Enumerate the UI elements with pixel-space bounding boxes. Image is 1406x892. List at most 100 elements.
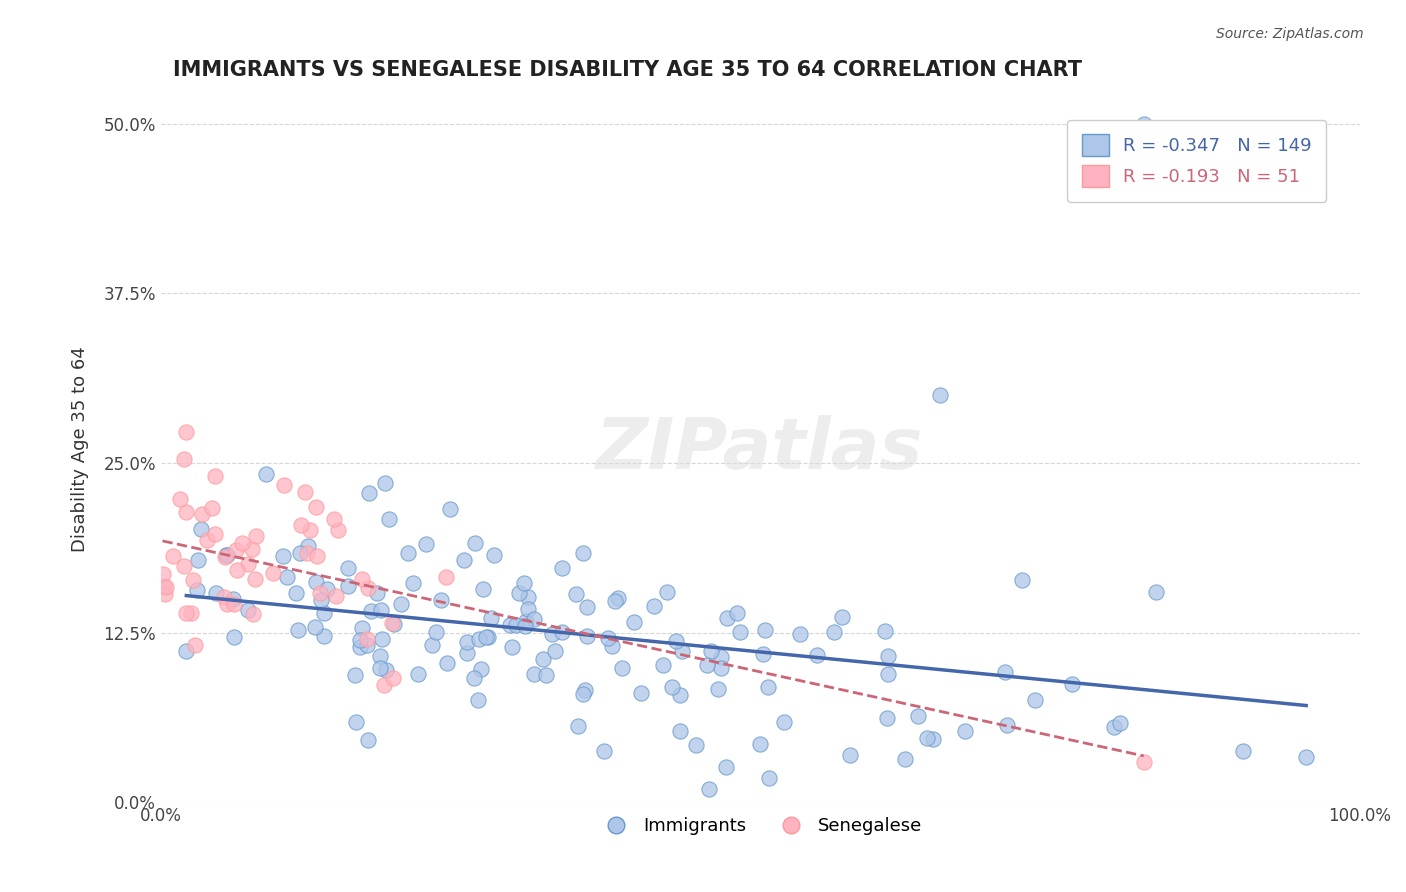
Immigrants — [758, 771, 780, 785]
Immigrants — [508, 586, 530, 600]
Immigrants — [655, 585, 678, 599]
Immigrants — [370, 603, 392, 617]
Immigrants — [994, 665, 1017, 679]
Immigrants — [710, 650, 733, 665]
Immigrants — [995, 718, 1018, 732]
Immigrants — [730, 624, 752, 639]
Immigrants — [876, 711, 898, 725]
Immigrants — [877, 667, 900, 681]
Immigrants — [378, 512, 401, 526]
Immigrants — [823, 624, 845, 639]
Immigrants — [425, 625, 447, 640]
Immigrants — [1144, 585, 1167, 599]
Immigrants — [516, 590, 538, 604]
Immigrants — [176, 644, 198, 658]
Immigrants — [751, 647, 773, 661]
Immigrants — [456, 647, 478, 661]
Immigrants — [572, 687, 595, 701]
Immigrants — [288, 546, 311, 560]
Immigrants — [661, 680, 683, 694]
Senegalese — [262, 566, 284, 580]
Immigrants — [513, 576, 536, 591]
Immigrants — [1024, 692, 1046, 706]
Senegalese — [381, 671, 404, 685]
Senegalese — [290, 518, 312, 533]
Immigrants — [551, 561, 574, 575]
Senegalese — [242, 607, 264, 621]
Immigrants — [710, 660, 733, 674]
Immigrants — [436, 656, 458, 670]
Immigrants — [610, 661, 633, 675]
Immigrants — [479, 611, 502, 625]
Immigrants — [839, 748, 862, 763]
Senegalese — [434, 570, 457, 584]
Immigrants — [374, 663, 396, 677]
Immigrants — [1109, 715, 1132, 730]
Immigrants — [758, 680, 780, 694]
Senegalese — [155, 580, 177, 594]
Immigrants — [276, 570, 298, 584]
Senegalese — [173, 452, 195, 467]
Senegalese — [183, 573, 205, 587]
Senegalese — [190, 507, 212, 521]
Immigrants — [356, 638, 378, 652]
Immigrants — [541, 626, 564, 640]
Immigrants — [475, 630, 498, 644]
Immigrants — [806, 648, 828, 662]
Immigrants — [463, 671, 485, 685]
Senegalese — [294, 484, 316, 499]
Y-axis label: Disability Age 35 to 64: Disability Age 35 to 64 — [72, 346, 89, 552]
Immigrants — [596, 632, 619, 646]
Senegalese — [305, 500, 328, 515]
Immigrants — [236, 603, 259, 617]
Immigrants — [697, 781, 720, 796]
Immigrants — [254, 467, 277, 481]
Text: IMMIGRANTS VS SENEGALESE DISABILITY AGE 35 TO 64 CORRELATION CHART: IMMIGRANTS VS SENEGALESE DISABILITY AGE … — [173, 60, 1081, 79]
Immigrants — [349, 632, 371, 647]
Immigrants — [1011, 573, 1033, 587]
Immigrants — [725, 607, 748, 621]
Immigrants — [789, 626, 811, 640]
Senegalese — [153, 579, 176, 593]
Immigrants — [652, 657, 675, 672]
Senegalese — [273, 478, 295, 492]
Immigrants — [523, 666, 546, 681]
Senegalese — [183, 639, 205, 653]
Immigrants — [831, 610, 853, 624]
Senegalese — [155, 587, 177, 601]
Immigrants — [456, 635, 478, 649]
Legend: Immigrants, Senegalese: Immigrants, Senegalese — [591, 810, 929, 843]
Immigrants — [749, 737, 772, 751]
Senegalese — [356, 632, 378, 647]
Immigrants — [571, 546, 593, 560]
Immigrants — [396, 546, 419, 560]
Senegalese — [325, 589, 347, 603]
Immigrants — [468, 632, 491, 647]
Senegalese — [350, 572, 373, 586]
Senegalese — [357, 581, 380, 595]
Senegalese — [176, 607, 198, 621]
Immigrants — [357, 732, 380, 747]
Immigrants — [439, 501, 461, 516]
Immigrants — [917, 731, 939, 745]
Immigrants — [501, 640, 523, 655]
Immigrants — [515, 615, 537, 629]
Immigrants — [222, 630, 245, 644]
Immigrants — [453, 553, 475, 567]
Immigrants — [350, 621, 373, 635]
Immigrants — [603, 593, 626, 607]
Immigrants — [665, 634, 688, 648]
Senegalese — [240, 541, 263, 556]
Senegalese — [323, 512, 346, 526]
Senegalese — [231, 536, 253, 550]
Immigrants — [1232, 744, 1254, 758]
Immigrants — [297, 539, 319, 553]
Immigrants — [368, 661, 391, 675]
Senegalese — [308, 585, 330, 599]
Immigrants — [700, 644, 723, 658]
Immigrants — [370, 632, 392, 647]
Immigrants — [482, 548, 505, 562]
Senegalese — [380, 616, 402, 631]
Immigrants — [623, 615, 645, 630]
Immigrants — [357, 485, 380, 500]
